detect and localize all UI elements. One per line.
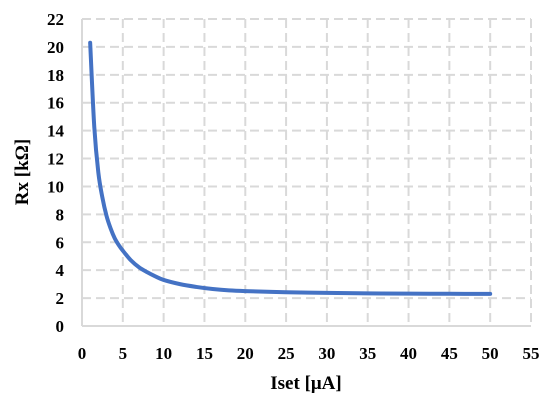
y-tick-label: 6 <box>56 233 65 252</box>
y-tick-label: 18 <box>47 66 64 85</box>
y-tick-label: 0 <box>56 317 65 336</box>
y-tick-label: 14 <box>47 122 65 141</box>
y-tick-label: 20 <box>47 38 64 57</box>
y-tick-label: 10 <box>47 177 64 196</box>
y-tick-label: 8 <box>56 205 65 224</box>
x-axis-title: Iset [μA] <box>270 373 341 394</box>
series-layer <box>88 40 493 296</box>
grid <box>82 18 532 326</box>
y-tick-label: 16 <box>47 94 64 113</box>
tick-labels: 0 5 10 15 20 25 30 35 40 45 50 55 0 2 4 6 8 10 12 14 16 18 20 2… <box>47 10 540 363</box>
x-tick-label: 0 <box>78 344 87 363</box>
y-tick-label: 2 <box>56 289 65 308</box>
x-tick-label: 20 <box>237 344 254 363</box>
x-tick-label: 30 <box>318 344 335 363</box>
x-tick-label: 10 <box>155 344 172 363</box>
axes <box>81 19 531 327</box>
y-axis-title: Rx [kΩ] <box>12 139 33 205</box>
x-tick-label: 15 <box>196 344 213 363</box>
x-tick-label: 40 <box>400 344 417 363</box>
x-tick-label: 5 <box>119 344 128 363</box>
y-tick-label: 4 <box>56 261 65 280</box>
x-tick-label: 25 <box>278 344 295 363</box>
x-tick-label: 55 <box>523 344 540 363</box>
x-tick-label: 45 <box>441 344 458 363</box>
y-tick-label: 22 <box>47 10 64 29</box>
series-line <box>88 40 493 296</box>
y-tick-label: 12 <box>47 150 64 169</box>
x-tick-label: 35 <box>359 344 376 363</box>
x-tick-label: 50 <box>482 344 499 363</box>
